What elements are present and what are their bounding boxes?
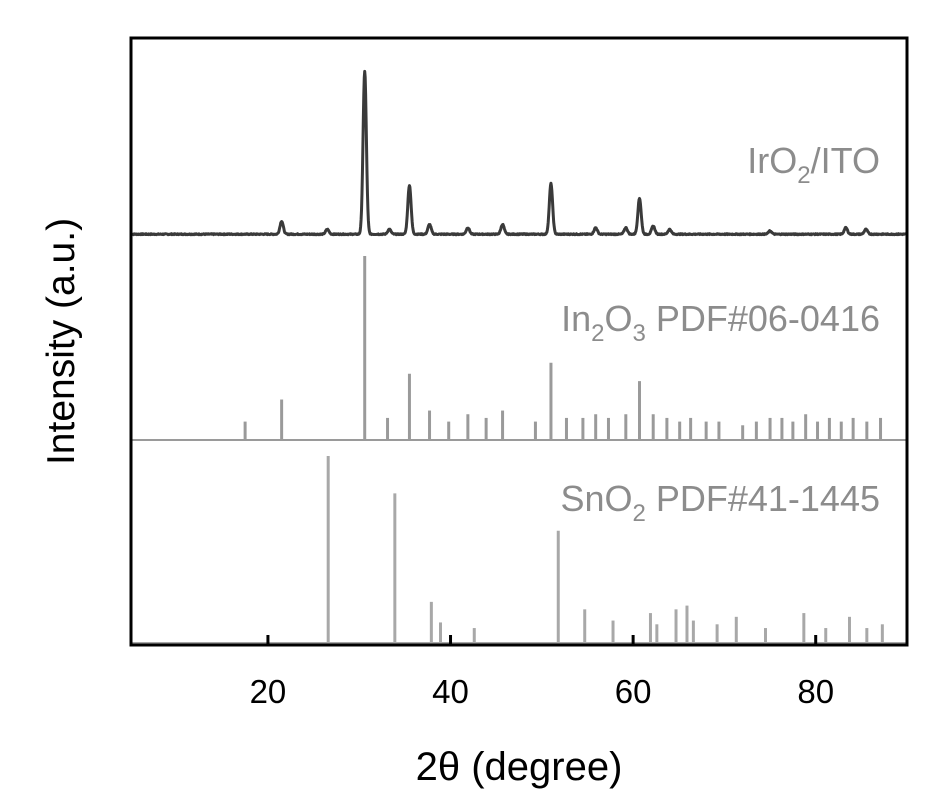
series-3 xyxy=(131,456,907,644)
x-tick-label: 80 xyxy=(797,673,834,710)
x-tick-label: 40 xyxy=(432,673,469,710)
x-tick-label: 20 xyxy=(250,673,287,710)
measured-pattern-line xyxy=(129,69,909,237)
series-labels-layer: IrO2/ITO In2O3 PDF#06-0416 SnO2 PDF#41-144… xyxy=(560,140,880,527)
series-1 xyxy=(129,69,909,237)
x-axis-ticks: 20 40 60 80 xyxy=(250,635,834,710)
y-axis-label: Intensity (a.u.) xyxy=(40,218,83,465)
series-label-2: In2O3 PDF#06-0416 xyxy=(561,298,880,347)
series-label-1: IrO2/ITO xyxy=(747,140,880,189)
plot-frame xyxy=(129,36,909,647)
x-tick-label: 60 xyxy=(615,673,652,710)
x-axis-label: 2θ (degree) xyxy=(416,745,623,789)
series-2 xyxy=(131,256,907,441)
series-layer xyxy=(129,69,909,644)
series-label-3: SnO2 PDF#41-1445 xyxy=(560,478,880,527)
